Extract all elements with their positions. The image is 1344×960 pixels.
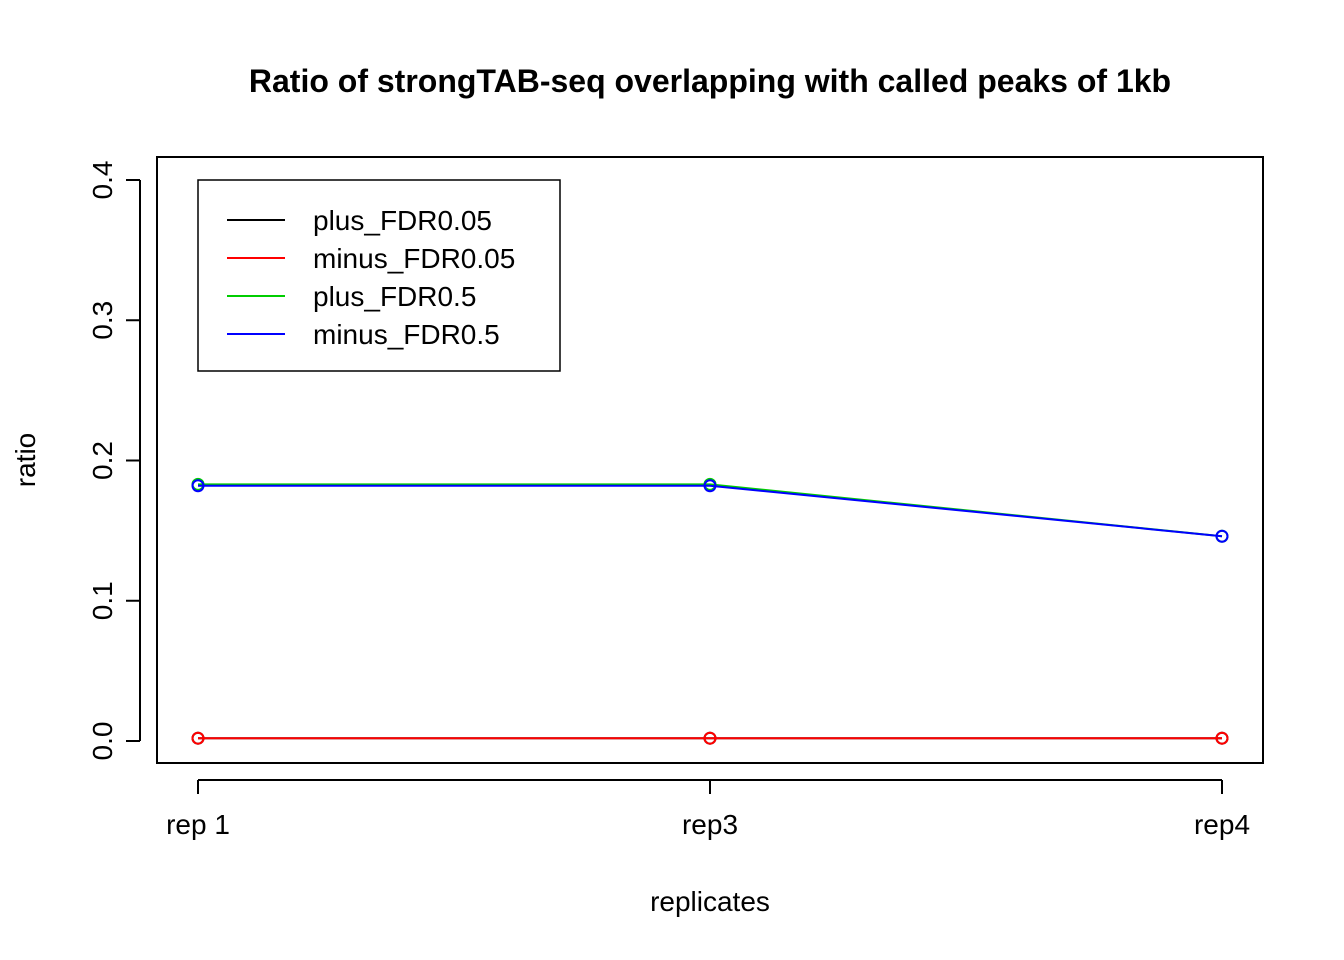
- x-tick-label: rep3: [682, 809, 738, 840]
- y-tick-label: 0.4: [87, 161, 118, 200]
- legend-label: minus_FDR0.5: [313, 319, 500, 350]
- plot-area-border: [156, 156, 1264, 764]
- y-axis: 0.0 0.1 0.2 0.3 0.4: [87, 161, 141, 761]
- y-tick-label: 0.0: [87, 722, 118, 761]
- y-tick-label: 0.1: [87, 581, 118, 620]
- legend-box: [197, 179, 561, 372]
- legend-label: minus_FDR0.05: [313, 243, 515, 274]
- legend: plus_FDR0.05 minus_FDR0.05 plus_FDR0.5minu…: [197, 179, 561, 372]
- x-tick-label: rep 1: [166, 809, 230, 840]
- series-line: [198, 484, 1223, 538]
- y-axis-label: ratio: [10, 433, 41, 487]
- x-axis-label: replicates: [650, 886, 770, 917]
- data-point: [1215, 731, 1229, 745]
- data-point: [191, 731, 205, 745]
- data-point: [191, 479, 205, 493]
- y-tick-label: 0.2: [87, 441, 118, 480]
- chart-title: Ratio of strongTAB-seq overlapping with …: [249, 63, 1171, 99]
- data-point: [703, 479, 717, 493]
- series-layer: [191, 477, 1229, 745]
- legend-label: plus_FDR0.05: [313, 205, 492, 236]
- legend-label: plus_FDR0.5: [313, 281, 476, 312]
- data-point: [703, 731, 717, 745]
- data-point: [1215, 529, 1229, 543]
- x-axis: rep 1 rep3 rep4: [166, 779, 1250, 840]
- y-tick-label: 0.3: [87, 301, 118, 340]
- x-tick-label: rep4: [1194, 809, 1250, 840]
